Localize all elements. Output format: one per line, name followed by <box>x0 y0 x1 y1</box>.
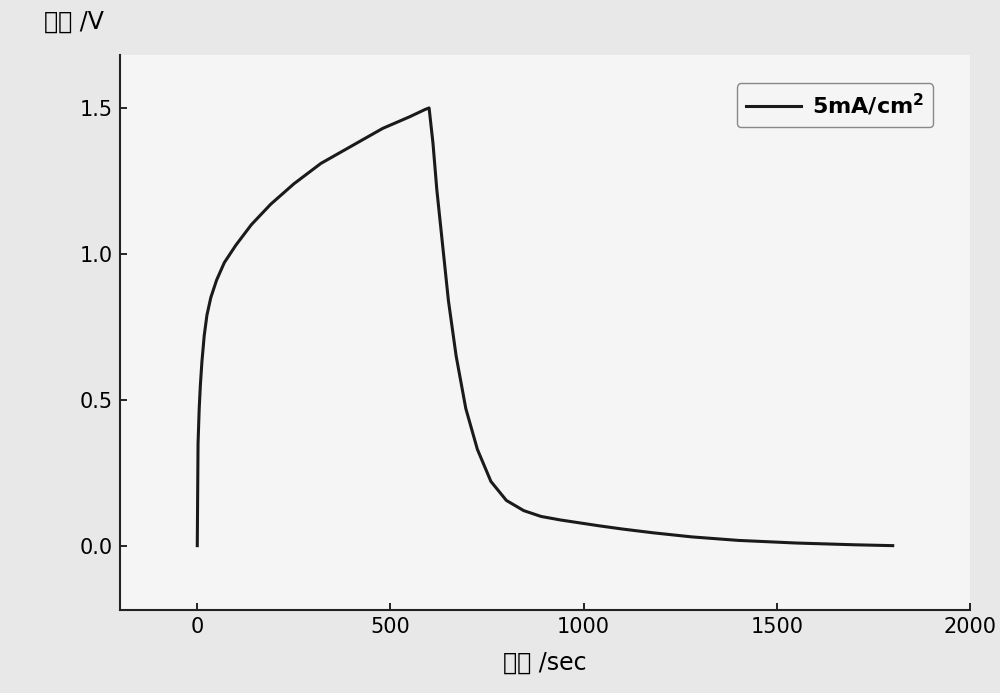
Text: 电压 /V: 电压 /V <box>44 9 103 33</box>
Legend: $\mathbf{5mA/cm^2}$: $\mathbf{5mA/cm^2}$ <box>737 83 933 127</box>
X-axis label: 时间 /sec: 时间 /sec <box>503 651 587 675</box>
